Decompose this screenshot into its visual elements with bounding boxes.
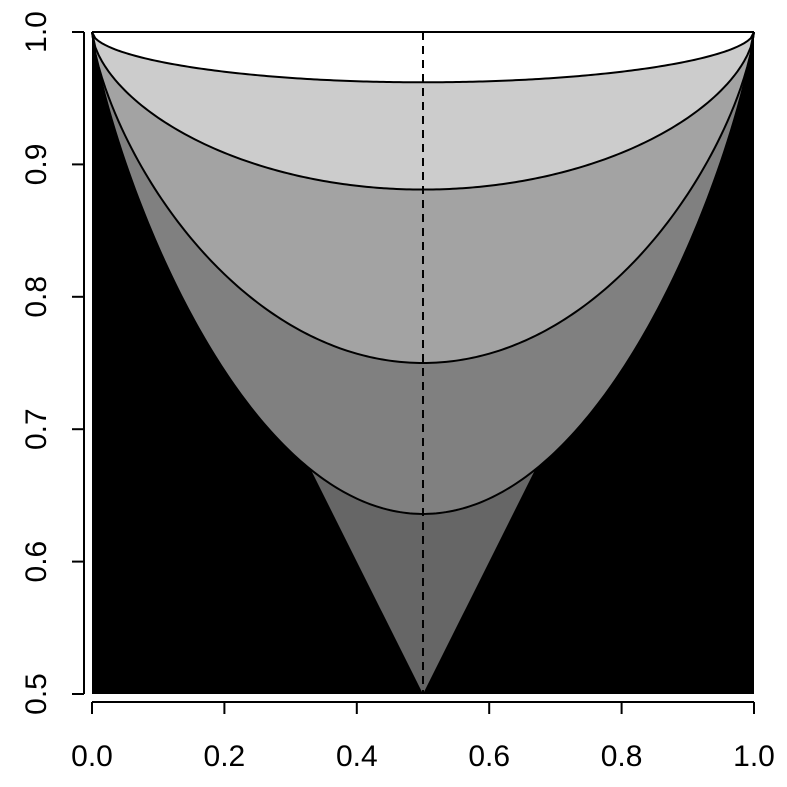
x-tick-label: 0.8 — [601, 740, 643, 773]
series-curve-3 — [91, 31, 755, 365]
y-tick-label: 0.9 — [20, 144, 53, 186]
y-tick-label: 0.7 — [20, 408, 53, 450]
y-tick-label: 1.0 — [20, 11, 53, 53]
band-fill-5 — [92, 32, 754, 83]
plot-area — [91, 31, 755, 694]
series-curve-5 — [91, 31, 755, 84]
y-tick-label: 0.8 — [20, 276, 53, 318]
axes: 0.0 0.2 0.4 0.6 0.8 1.0 0.5 0.6 0.7 0.8 0.9 1.0 — [20, 11, 775, 773]
x-tick-label: 0.0 — [71, 740, 113, 773]
y-tick-label: 0.5 — [20, 673, 53, 715]
x-tick-label: 0.6 — [468, 740, 510, 773]
x-tick-label: 1.0 — [733, 740, 775, 773]
x-tick-label: 0.2 — [204, 740, 246, 773]
y-tick-label: 0.6 — [20, 541, 53, 583]
x-tick-label: 0.4 — [336, 740, 378, 773]
